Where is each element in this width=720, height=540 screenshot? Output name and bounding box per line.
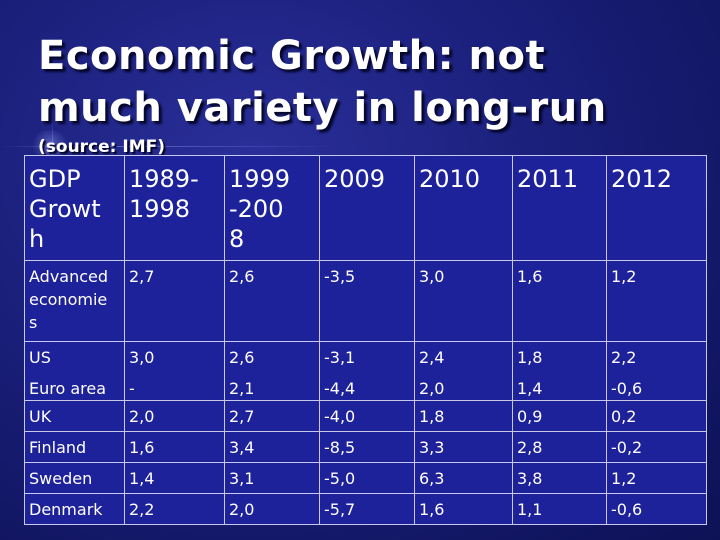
table-cell: -5,0: [319, 462, 415, 494]
header-1999-2008-line: 1999: [229, 165, 291, 193]
slide-subtitle: (source: IMF): [38, 137, 166, 157]
table-cell: 2,7: [124, 260, 225, 342]
header-gdp-growth-line: GDP: [29, 165, 81, 193]
header-2009: 2009: [319, 155, 415, 261]
euro-area-value: -4,4: [324, 379, 356, 398]
table-cell: 2,7: [224, 400, 320, 432]
row-label-line: s: [29, 313, 38, 332]
table-cell: 1,8: [414, 400, 513, 432]
header-1989-1998-line: 1998: [129, 195, 191, 223]
table-cell: 0,2: [606, 400, 707, 432]
table-cell: 3,3: [414, 431, 513, 463]
euro-area-value: -0,6: [611, 379, 643, 398]
row-label-finland: Finland: [24, 431, 125, 463]
euro-area-value: 2,1: [229, 379, 255, 398]
table-cell: 1,6: [124, 431, 225, 463]
table-cell: 2,0: [124, 400, 225, 432]
decorative-horizontal-line: [0, 146, 340, 147]
slide-title: Economic Growth: not much variety in lon…: [38, 30, 698, 134]
table-row-finland: Finland 1,6 3,4 -8,5 3,3 2,8 -0,2: [24, 431, 707, 463]
row-label-us-euro-area: US Euro area: [24, 341, 125, 401]
euro-area-value: 1,4: [517, 379, 543, 398]
us-value: 2,4: [419, 348, 445, 367]
us-value: 1,8: [517, 348, 543, 367]
table-cell: 1,6: [414, 493, 513, 525]
table-cell: 2,2 -0,6: [606, 341, 707, 401]
table-cell: 1,1: [512, 493, 607, 525]
header-2010: 2010: [414, 155, 513, 261]
row-label-advanced-economies: Advanced economie s: [24, 260, 125, 342]
table-cell: 6,3: [414, 462, 513, 494]
table-cell: -3,1 -4,4: [319, 341, 415, 401]
header-2011: 2011: [512, 155, 607, 261]
table-cell: -0,2: [606, 431, 707, 463]
header-1989-1998-line: 1989-: [129, 165, 199, 193]
table-row-sweden: Sweden 1,4 3,1 -5,0 6,3 3,8 1,2: [24, 462, 707, 494]
row-label-us: US: [29, 348, 51, 367]
header-1999-2008-line: 8: [229, 225, 245, 253]
table-row-us-euro-area: US Euro area 3,0 - 2,6 2,1 -3,1 -4,4 2,4 2,0…: [24, 341, 707, 401]
table-cell: 2,6 2,1: [224, 341, 320, 401]
table-cell: 2,2: [124, 493, 225, 525]
table-cell: 3,4: [224, 431, 320, 463]
decorative-vertical-line: [52, 120, 53, 180]
euro-area-value: 2,0: [419, 379, 445, 398]
row-label-denmark: Denmark: [24, 493, 125, 525]
row-label-line: Advanced: [29, 267, 109, 286]
slide-title-line-1: Economic Growth: not: [38, 33, 546, 79]
header-1999-2008-line: -200: [229, 195, 284, 223]
table-cell: -5,7: [319, 493, 415, 525]
table-cell: -8,5: [319, 431, 415, 463]
table-cell: 1,2: [606, 260, 707, 342]
header-1989-1998: 1989- 1998: [124, 155, 225, 261]
us-value: 2,2: [611, 348, 637, 367]
header-2012: 2012: [606, 155, 707, 261]
row-label-euro-area: Euro area: [29, 379, 107, 398]
header-1999-2008: 1999 -200 8: [224, 155, 320, 261]
gdp-growth-table: GDP Growt h 1989- 1998 1999 -200 8 2009 …: [24, 155, 707, 525]
header-gdp-growth: GDP Growt h: [24, 155, 125, 261]
table-cell: 2,4 2,0: [414, 341, 513, 401]
us-value: 2,6: [229, 348, 255, 367]
table-row-denmark: Denmark 2,2 2,0 -5,7 1,6 1,1 -0,6: [24, 493, 707, 525]
header-gdp-growth-line: h: [29, 225, 45, 253]
row-label-line: economie: [29, 290, 108, 309]
table-cell: 3,8: [512, 462, 607, 494]
slide-title-line-2: much variety in long-run: [38, 85, 607, 131]
euro-area-value: -: [129, 379, 135, 398]
table-cell: 1,6: [512, 260, 607, 342]
header-gdp-growth-line: Growt: [29, 195, 101, 223]
table-cell: 2,0: [224, 493, 320, 525]
row-label-uk: UK: [24, 400, 125, 432]
table-row-advanced-economies: Advanced economie s 2,7 2,6 -3,5 3,0 1,6…: [24, 260, 707, 342]
table-cell: 1,4: [124, 462, 225, 494]
table-cell: 3,0 -: [124, 341, 225, 401]
table-cell: 0,9: [512, 400, 607, 432]
table-header-row: GDP Growt h 1989- 1998 1999 -200 8 2009 …: [24, 155, 707, 261]
table-cell: 3,0: [414, 260, 513, 342]
table-cell: -3,5: [319, 260, 415, 342]
table-cell: 1,2: [606, 462, 707, 494]
row-label-sweden: Sweden: [24, 462, 125, 494]
table-cell: 2,6: [224, 260, 320, 342]
table-cell: -4,0: [319, 400, 415, 432]
table-cell: 2,8: [512, 431, 607, 463]
table-row-uk: UK 2,0 2,7 -4,0 1,8 0,9 0,2: [24, 400, 707, 432]
us-value: 3,0: [129, 348, 155, 367]
table-cell: -0,6: [606, 493, 707, 525]
table-cell: 3,1: [224, 462, 320, 494]
us-value: -3,1: [324, 348, 356, 367]
table-cell: 1,8 1,4: [512, 341, 607, 401]
